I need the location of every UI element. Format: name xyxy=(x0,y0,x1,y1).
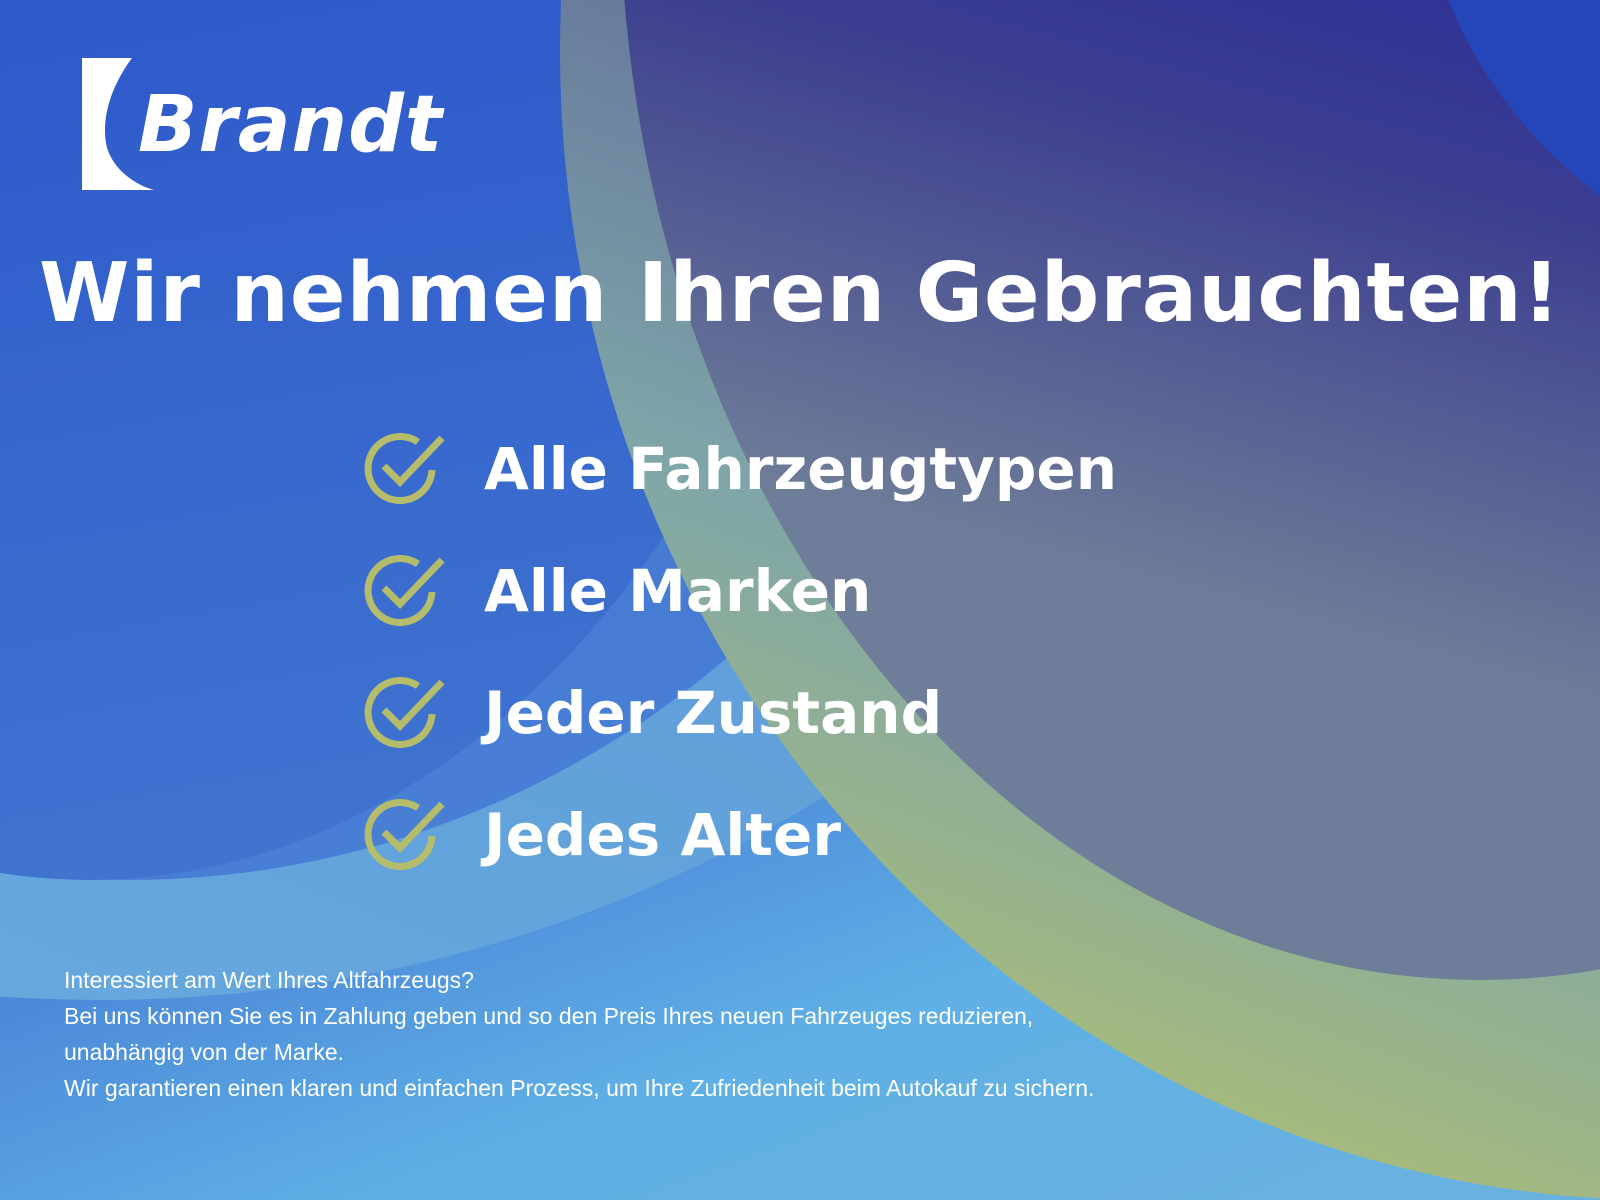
feature-label: Alle Marken xyxy=(484,557,872,625)
footer-text: Interessiert am Wert Ihres Altfahrzeugs?… xyxy=(64,962,1094,1106)
footer-line: Wir garantieren einen klaren und einfach… xyxy=(64,1075,1095,1101)
check-circle-icon xyxy=(364,798,445,870)
footer-line: Bei uns können Sie es in Zahlung geben u… xyxy=(64,1003,1034,1029)
feature-item: Jeder Zustand xyxy=(362,652,1117,774)
footer-line: unabhängig von der Marke. xyxy=(64,1039,345,1065)
brand-name: Brandt xyxy=(138,80,444,170)
footer-line: Interessiert am Wert Ihres Altfahrzeugs? xyxy=(64,967,474,993)
headline: Wir nehmen Ihren Gebrauchten! xyxy=(38,246,1562,341)
feature-item: Jedes Alter xyxy=(362,774,1117,896)
logo-bracket-icon xyxy=(82,58,154,190)
feature-label: Jeder Zustand xyxy=(484,679,943,747)
feature-item: Alle Fahrzeugtypen xyxy=(362,408,1117,530)
check-circle-icon xyxy=(364,554,445,626)
feature-label: Jedes Alter xyxy=(484,801,841,869)
check-circle-icon xyxy=(364,676,445,748)
check-circle-icon xyxy=(364,432,445,504)
feature-list: Alle Fahrzeugtypen Alle Marken Jeder Zus… xyxy=(362,408,1117,896)
feature-item: Alle Marken xyxy=(362,530,1117,652)
feature-label: Alle Fahrzeugtypen xyxy=(484,435,1118,503)
